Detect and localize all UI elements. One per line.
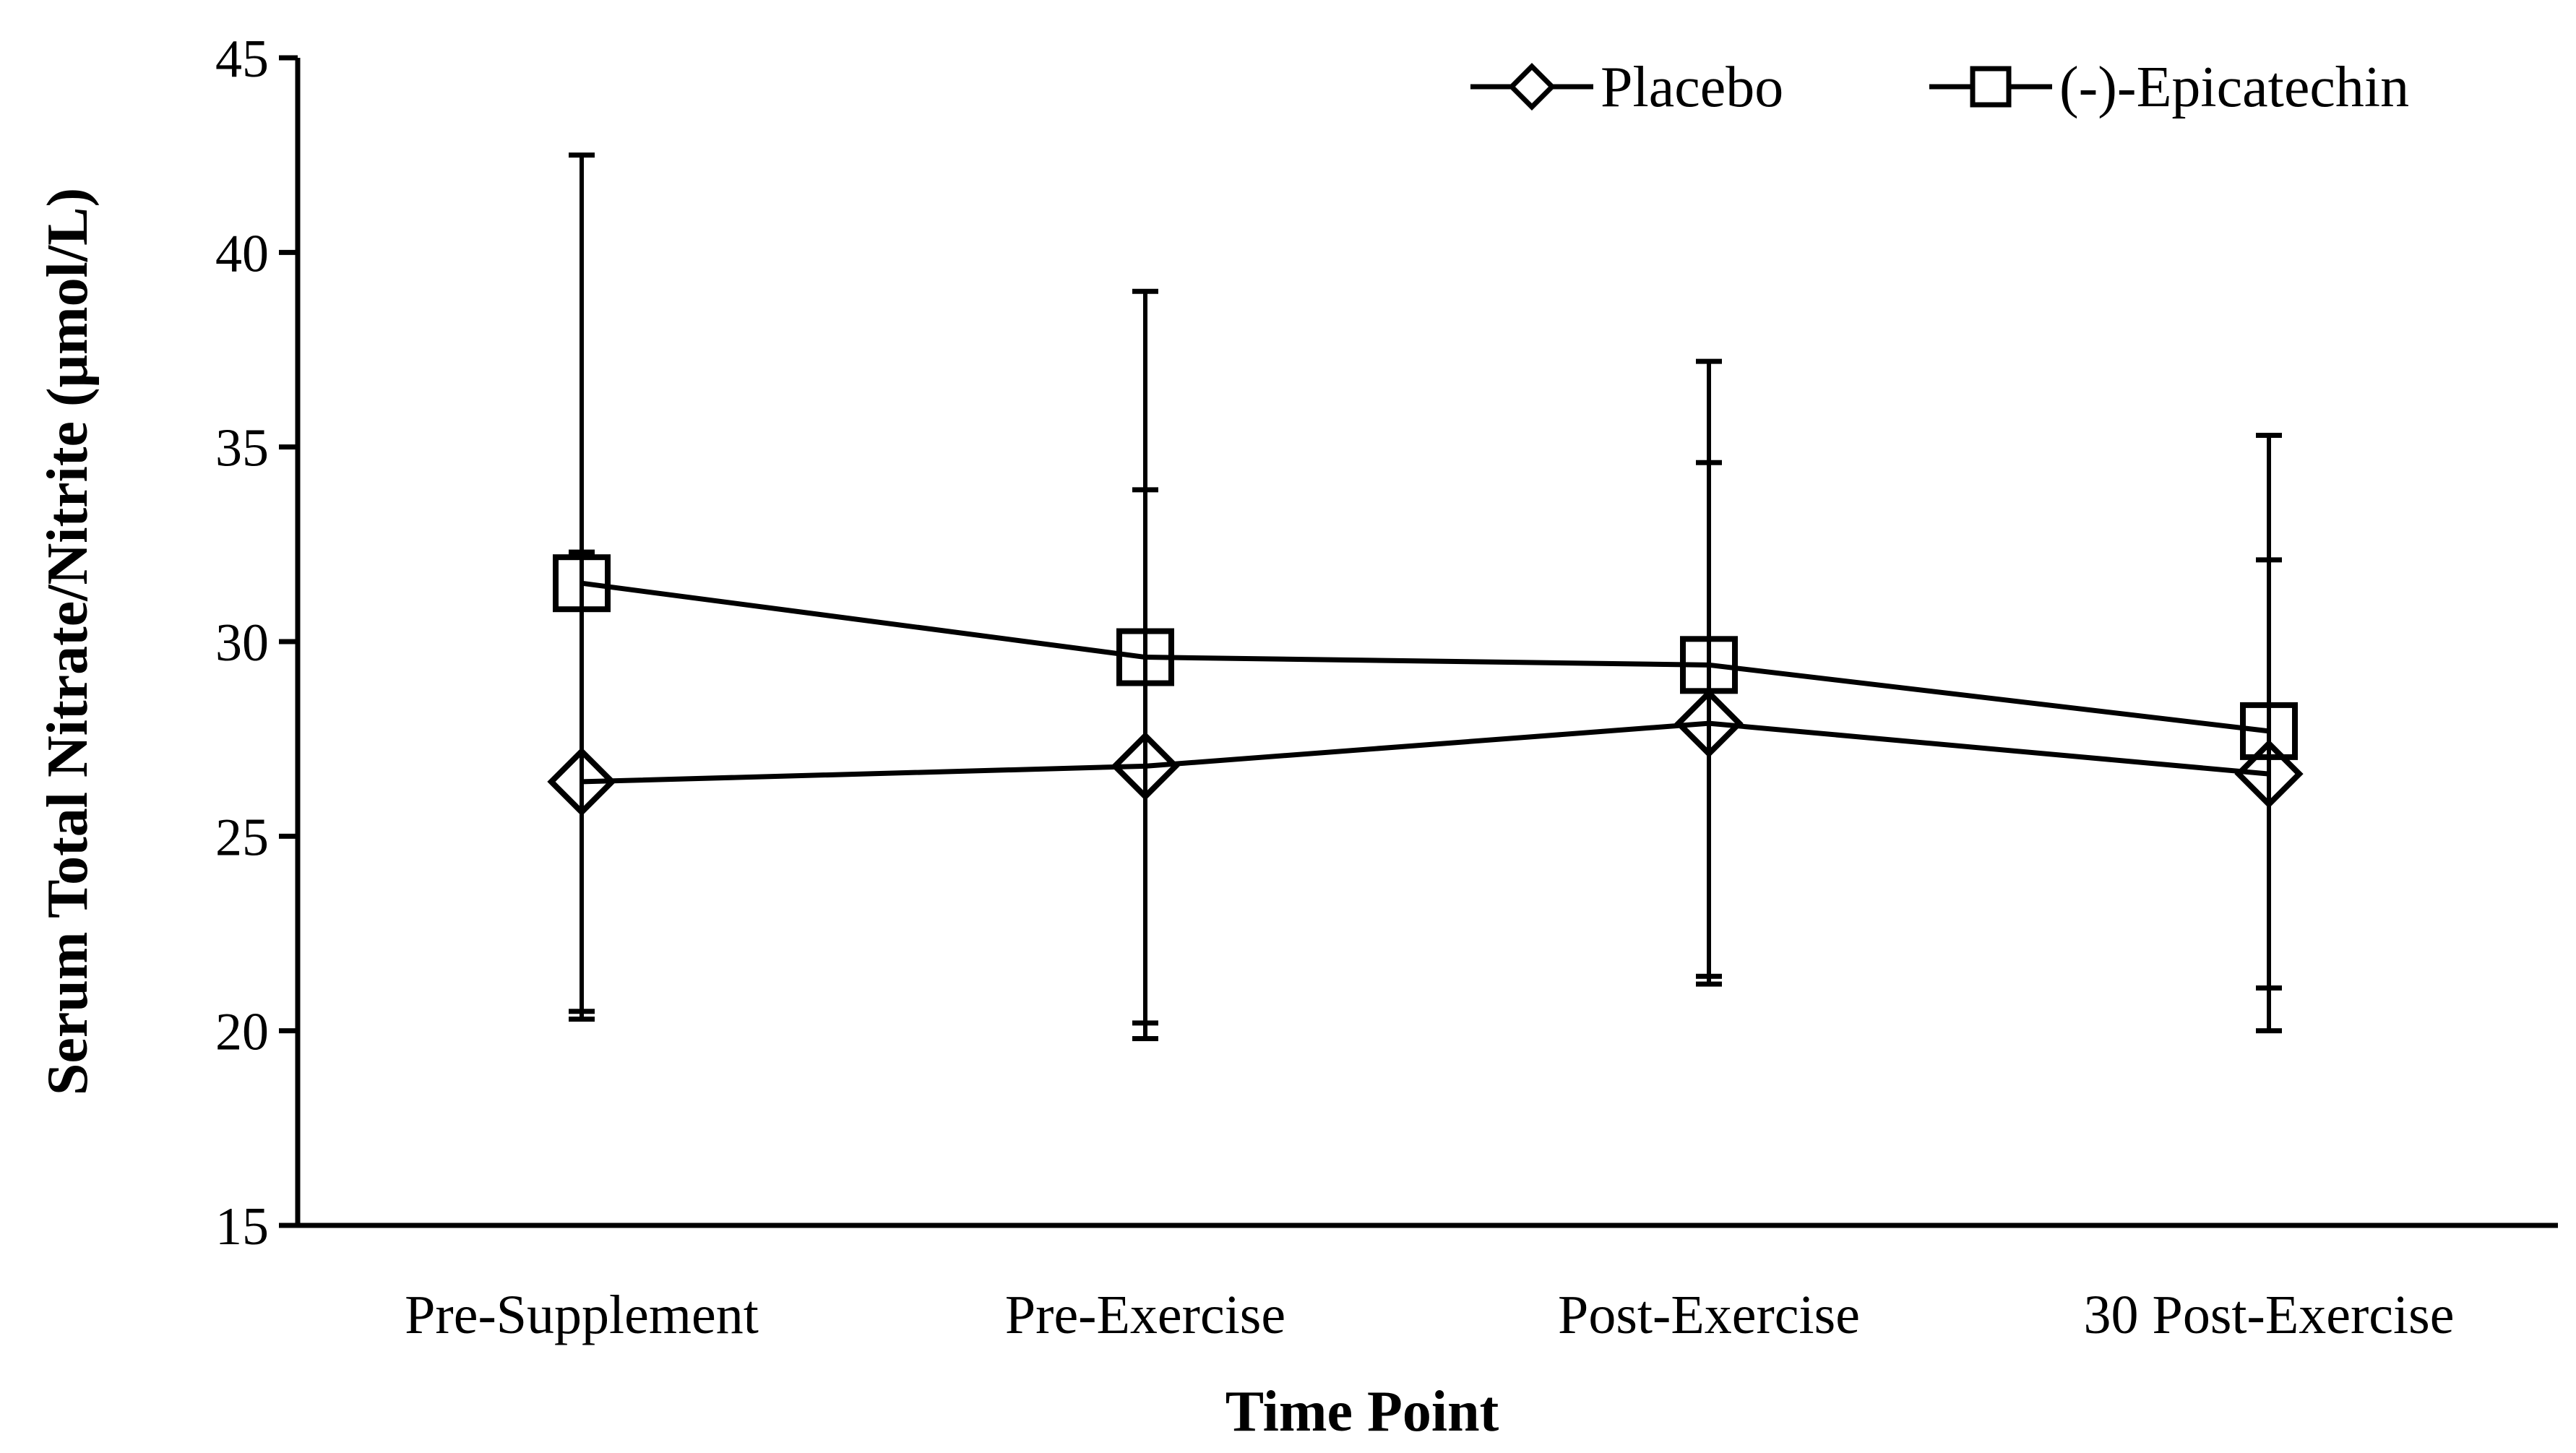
y-tick-label-4: 35 — [215, 419, 269, 478]
markers-series-0 — [547, 689, 2304, 816]
x-tick-label-1: Pre-Exercise — [1005, 1285, 1285, 1345]
y-tick-label-2: 25 — [215, 808, 269, 867]
legend-item-placebo: Placebo — [1470, 56, 1783, 119]
plot-area — [547, 152, 2304, 1041]
y-tick-label-1: 20 — [215, 1003, 269, 1062]
x-tick-label-2: Post-Exercise — [1558, 1285, 1860, 1345]
series-line-1 — [581, 580, 2270, 734]
data-point-s0-0 — [547, 747, 616, 816]
data-point-s0-2 — [1674, 689, 1744, 758]
data-point-s1-1 — [1116, 628, 1174, 686]
legend-epicatechin-label: (-)-Epicatechin — [2059, 56, 2409, 119]
y-tick-label-6: 45 — [215, 30, 269, 89]
data-point-s1-3 — [2240, 702, 2298, 760]
x-tick-label-0: Pre-Supplement — [405, 1285, 759, 1345]
y-axis-title: Serum Total Nitrate/Nitrite (μmol/L) — [36, 188, 100, 1095]
legend: Placebo (-)-Epicatechin — [1470, 56, 2409, 119]
legend-placebo-label: Placebo — [1601, 56, 1783, 119]
markers-series-1 — [553, 554, 2298, 760]
legend-epicatechin-square-icon — [1970, 66, 2012, 108]
y-ticks: 15 20 25 30 35 40 45 — [215, 30, 298, 1256]
data-point-s1-2 — [1680, 636, 1738, 694]
y-tick-label-3: 30 — [215, 613, 269, 673]
y-tick-label-0: 15 — [215, 1197, 269, 1256]
x-tick-label-3: 30 Post-Exercise — [2084, 1285, 2455, 1345]
legend-placebo-diamond-icon — [1508, 63, 1556, 111]
data-point-s0-3 — [2234, 739, 2304, 809]
axes — [295, 58, 2558, 1228]
series-line-0 — [581, 720, 2270, 785]
y-tick-label-5: 40 — [215, 224, 269, 283]
data-point-s0-1 — [1111, 731, 1180, 801]
legend-item-epicatechin: (-)-Epicatechin — [1929, 56, 2409, 119]
data-point-s1-0 — [553, 554, 611, 613]
error-bars-series-1 — [569, 152, 2282, 1026]
x-axis-title: Time Point — [1225, 1380, 1499, 1444]
x-tick-labels: Pre-Supplement Pre-Exercise Post-Exercise 3… — [405, 1285, 2454, 1345]
